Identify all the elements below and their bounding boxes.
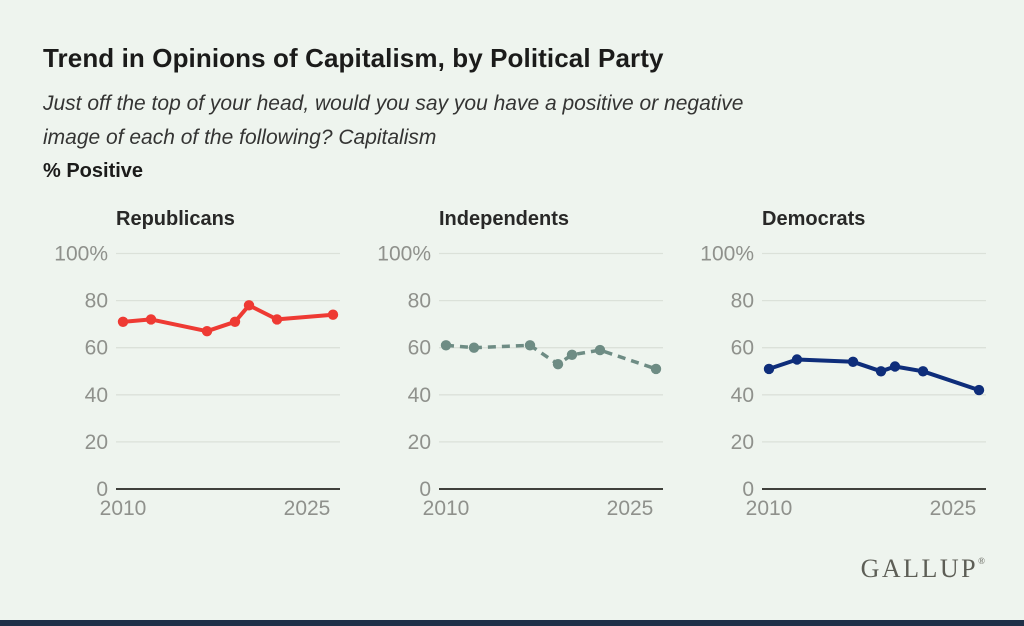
gallup-logo: GALLUP® — [861, 554, 985, 584]
x-tick-label-2010: 2010 — [423, 497, 470, 520]
data-point-independents-2025 — [650, 363, 662, 375]
x-tick-label-2025: 2025 — [284, 497, 331, 520]
data-point-republicans-2019 — [243, 300, 255, 311]
data-point-independents-2021 — [594, 344, 606, 356]
y-tick-label-60: 60 — [85, 337, 108, 360]
line-chart-svg-independents: 0 20 40 60 80 100% 2010 2025 — [377, 243, 663, 520]
data-point-independents-2010 — [440, 340, 452, 351]
data-point-independents-2019 — [566, 349, 578, 360]
data-point-republicans-2021 — [271, 314, 283, 325]
data-point-republicans-2025 — [327, 309, 339, 320]
x-tick-label-2025: 2025 — [930, 497, 977, 520]
y-tick-label-40: 40 — [408, 384, 431, 407]
trend-line-democrats — [768, 357, 980, 392]
figure-header: Trend in Opinions of Capitalism, by Poli… — [43, 42, 983, 183]
data-point-democrats-2018 — [875, 366, 887, 377]
data-point-democrats-2025 — [973, 384, 985, 396]
panel-democrats: Democrats 0 20 40 60 80 100% 2010 2025 — [676, 205, 1001, 540]
x-tick-label-2010: 2010 — [100, 497, 147, 520]
chart-subtitle-line-2: image of each of the following? Capitali… — [43, 126, 437, 149]
data-point-republicans-2018 — [229, 316, 241, 327]
data-point-democrats-2021 — [917, 366, 929, 377]
y-tick-label-20: 20 — [408, 431, 431, 454]
y-tick-label-20: 20 — [731, 431, 754, 454]
panel-title-democrats: Democrats — [762, 208, 866, 230]
x-tick-label-2025: 2025 — [607, 497, 654, 520]
data-point-independents-2016 — [524, 340, 536, 351]
data-point-republicans-2012 — [145, 314, 157, 325]
data-point-independents-2012 — [468, 342, 480, 353]
y-tick-label-20: 20 — [85, 431, 108, 454]
y-tick-label-100%: 100% — [700, 243, 754, 266]
y-tick-label-0: 0 — [96, 478, 108, 501]
y-tick-label-60: 60 — [731, 337, 754, 360]
y-tick-label-80: 80 — [731, 290, 754, 313]
footer-bar — [0, 620, 1024, 626]
line-chart-svg-democrats: 0 20 40 60 80 100% 2010 2025 — [700, 243, 986, 520]
panel-independents: Independents 0 20 40 60 80 100% 2010 2025 — [353, 205, 678, 540]
y-tick-label-100%: 100% — [54, 243, 108, 266]
data-point-democrats-2019 — [889, 361, 901, 372]
chart-title: Trend in Opinions of Capitalism, by Poli… — [43, 43, 664, 73]
registered-trademark-icon: ® — [978, 556, 985, 566]
data-point-republicans-2016 — [201, 326, 213, 337]
data-point-independents-2018 — [552, 359, 564, 370]
gallup-logo-wordmark: GALLUP — [860, 554, 979, 583]
x-tick-label-2010: 2010 — [746, 497, 793, 520]
line-chart-svg-republicans: 0 20 40 60 80 100% 2010 2025 — [54, 243, 340, 520]
y-axis-unit-label: % Positive — [43, 160, 144, 182]
y-tick-label-40: 40 — [731, 384, 754, 407]
data-point-democrats-2016 — [847, 356, 859, 367]
y-tick-label-100%: 100% — [377, 243, 431, 266]
y-tick-label-80: 80 — [85, 290, 108, 313]
chart-subtitle: Just off the top of your head, would you… — [43, 87, 983, 155]
y-tick-label-40: 40 — [85, 384, 108, 407]
panel-republicans: Republicans 0 20 40 60 80 100% 2010 2025 — [30, 205, 355, 540]
panel-title-independents: Independents — [439, 208, 570, 230]
data-point-democrats-2010 — [763, 363, 775, 375]
data-point-democrats-2012 — [791, 354, 803, 365]
panel-title-republicans: Republicans — [116, 208, 235, 230]
y-tick-label-80: 80 — [408, 290, 431, 313]
y-tick-label-0: 0 — [419, 478, 431, 501]
y-tick-label-0: 0 — [742, 478, 754, 501]
data-point-republicans-2010 — [117, 316, 129, 327]
chart-subtitle-line-1: Just off the top of your head, would you… — [43, 92, 744, 115]
y-tick-label-60: 60 — [408, 337, 431, 360]
